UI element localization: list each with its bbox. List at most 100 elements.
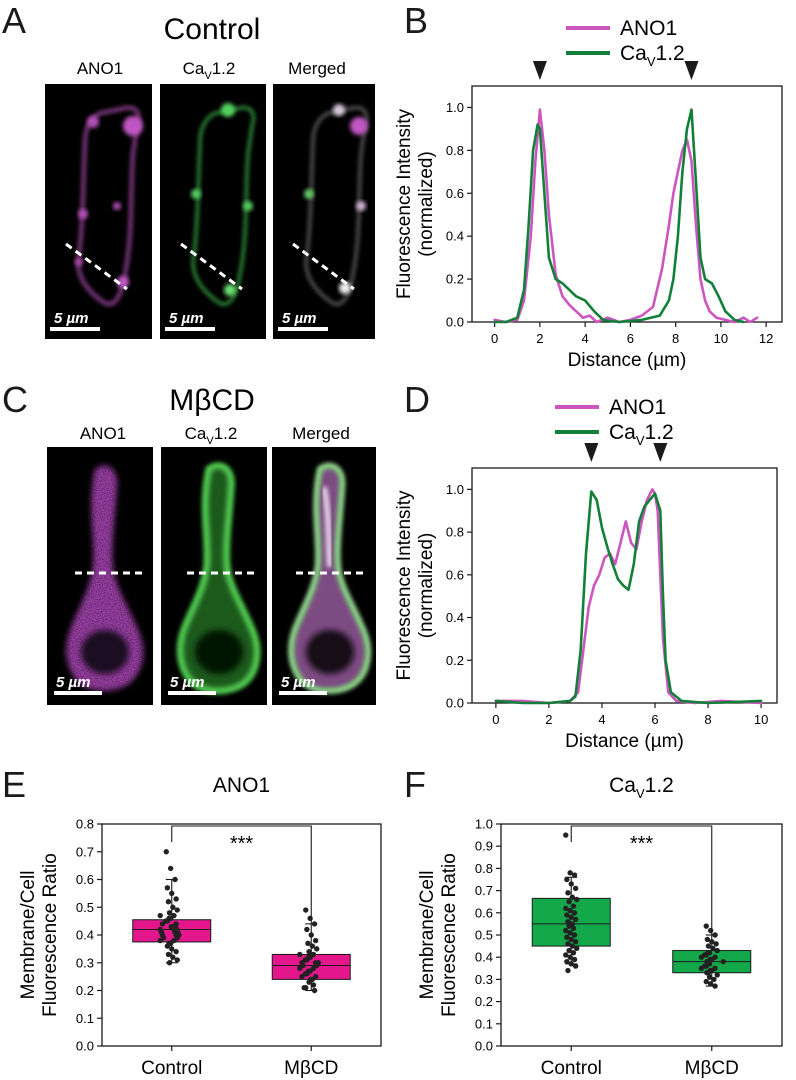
data-point (710, 945, 716, 952)
scale-label-c2: 5 µm (170, 674, 205, 691)
image-a-merged (273, 84, 375, 339)
panel-letter-e: E (2, 764, 26, 805)
y-tick-label: 1.0 (475, 817, 493, 832)
data-point (704, 970, 710, 976)
y-tick-label: 0.1 (76, 1011, 94, 1026)
y-tick-label: 0.7 (76, 844, 94, 859)
channel-label-cav-c-suffix: 1.2 (214, 424, 238, 443)
y-axis-label-line: Fluorescence Intensity (394, 490, 415, 681)
channel-label-merged-c: Merged (292, 424, 350, 443)
data-point (568, 961, 574, 967)
x-tick-label: 2 (536, 331, 543, 346)
y-tick-label: 0.0 (446, 696, 464, 711)
data-point (720, 958, 726, 965)
data-point (567, 930, 573, 936)
data-point (159, 921, 166, 927)
data-point (563, 952, 569, 958)
panel-letter-d: D (404, 379, 430, 420)
scale-label-a3: 5 µm (282, 310, 317, 327)
data-point (704, 936, 711, 943)
x-tick-label: 8 (672, 331, 679, 346)
peak-marker-icon (532, 61, 547, 80)
series-line-cav (494, 490, 763, 705)
y-tick-label: 0.4 (446, 610, 464, 625)
legend-label-sub: V (647, 54, 656, 69)
panel-letters: A B C D E F (2, 0, 430, 805)
data-point (311, 921, 318, 927)
y-tick-label: 0.1 (475, 1016, 493, 1031)
y-tick-label: 0.0 (76, 1039, 94, 1054)
data-point (707, 981, 714, 987)
y-tick-label: 1.0 (446, 482, 464, 497)
data-point (564, 876, 570, 883)
category-label: Control (141, 1058, 202, 1079)
channel-label-cav-base: Ca (183, 59, 205, 78)
data-point (312, 937, 319, 944)
x-axis-label: Distance (µm) (568, 350, 687, 371)
data-point (164, 943, 171, 949)
data-point (706, 974, 713, 980)
y-tick-label: 0.4 (446, 229, 464, 244)
x-tick-label: 0 (492, 712, 499, 727)
peak-marker-icon (653, 443, 668, 462)
data-point (166, 910, 173, 916)
data-point (164, 885, 171, 891)
y-axis-label-line: Fluorescence Intensity (394, 108, 415, 299)
x-tick-label: 6 (651, 712, 658, 727)
data-point (167, 865, 174, 872)
y-tick-label: 0.2 (76, 983, 94, 998)
chart-f-box-plot: CaV1.2 0.0 0.1 0.2 0.3 0.4 0.5 0.6 0.7 0.8 0.9 1.0 M… (417, 774, 783, 1079)
data-point (170, 904, 176, 910)
image-a-ano1 (45, 84, 152, 339)
panel-a: Control ANO1 CaV1.2 Merged (45, 13, 375, 339)
data-point (563, 905, 569, 912)
data-point (709, 938, 715, 945)
y-tick-label: 0.2 (446, 653, 464, 668)
y-tick-label: 0.9 (475, 839, 493, 854)
data-point (306, 948, 312, 955)
data-point (165, 951, 172, 958)
x-tick-label: 10 (714, 331, 728, 346)
y-tick-label: 0.4 (475, 950, 493, 965)
channel-label-ano1-c: ANO1 (80, 424, 126, 443)
x-tick-label: 4 (598, 712, 605, 727)
data-point (301, 985, 307, 991)
data-point (571, 910, 578, 916)
y-tick-label: 0.6 (475, 905, 493, 920)
data-point (707, 927, 714, 934)
y-axis-label-line: Membrane/Cell (18, 871, 39, 1000)
panel-letter-f: F (404, 764, 426, 805)
data-point (713, 941, 719, 947)
legend-label: ANO1 (620, 17, 677, 40)
data-point (571, 956, 578, 963)
data-point (157, 937, 163, 944)
panel-letter-a: A (2, 0, 26, 41)
data-point (571, 872, 578, 878)
data-point (309, 943, 316, 949)
data-point (170, 954, 176, 960)
y-axis-label-line: (normalized) (416, 533, 437, 639)
panel-a-title: Control (164, 13, 261, 46)
chart-d-line-plot: 0.0 0.2 0.4 0.6 0.8 1.0 0 2 4 6 8 10 Distance (µm) Fl… (394, 396, 778, 752)
image-a-cav (160, 84, 266, 339)
data-point (568, 936, 574, 943)
data-point (169, 946, 175, 952)
data-point (712, 983, 718, 989)
data-point (569, 943, 576, 949)
category-label: MβCD (685, 1058, 739, 1079)
data-point (305, 940, 311, 947)
x-tick-label: 12 (759, 331, 773, 346)
data-point (574, 945, 580, 952)
data-point (157, 912, 163, 919)
data-point (563, 832, 569, 838)
data-point (711, 976, 717, 983)
scale-label-c1: 5 µm (56, 674, 91, 691)
data-point (568, 881, 574, 887)
channel-label-cav: CaV1.2 (183, 59, 236, 82)
y-axis-label-line: (normalized) (416, 151, 437, 257)
data-point (567, 907, 573, 914)
data-point (565, 967, 571, 974)
data-point (565, 941, 571, 947)
series-line-ano1 (494, 488, 763, 705)
data-point (306, 979, 312, 985)
